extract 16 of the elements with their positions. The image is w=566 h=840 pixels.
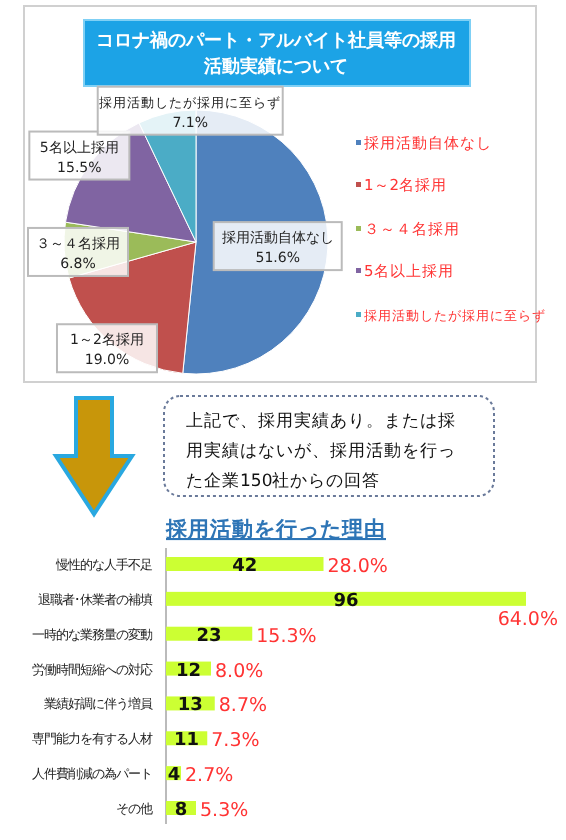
- chart-title: コロナ禍のパート・アルバイト社員等の採用活動実績について: [96, 30, 456, 78]
- annotation: 5.3%: [200, 800, 249, 822]
- annotation: 7.3%: [211, 730, 260, 753]
- annotation: 8.7%: [218, 695, 268, 718]
- chart-title: 採用活動を行った理由: [164, 516, 386, 542]
- data-label: 42: [232, 557, 258, 577]
- annotation: 2.7%: [185, 765, 234, 788]
- data-label: 11: [174, 731, 200, 752]
- annotation: 8.0%: [215, 660, 264, 683]
- data-label: 12: [175, 661, 202, 682]
- annotation: 28.0%: [327, 556, 388, 578]
- annotation: 64.0%: [497, 608, 558, 631]
- data-label: 13: [177, 696, 203, 717]
- annotation: 15.3%: [256, 625, 317, 648]
- data-label: 4: [167, 766, 181, 787]
- text: 上記で、採用実績あり。または採用実績はないが、採用活動を行った企業150社からの回答: [186, 410, 456, 492]
